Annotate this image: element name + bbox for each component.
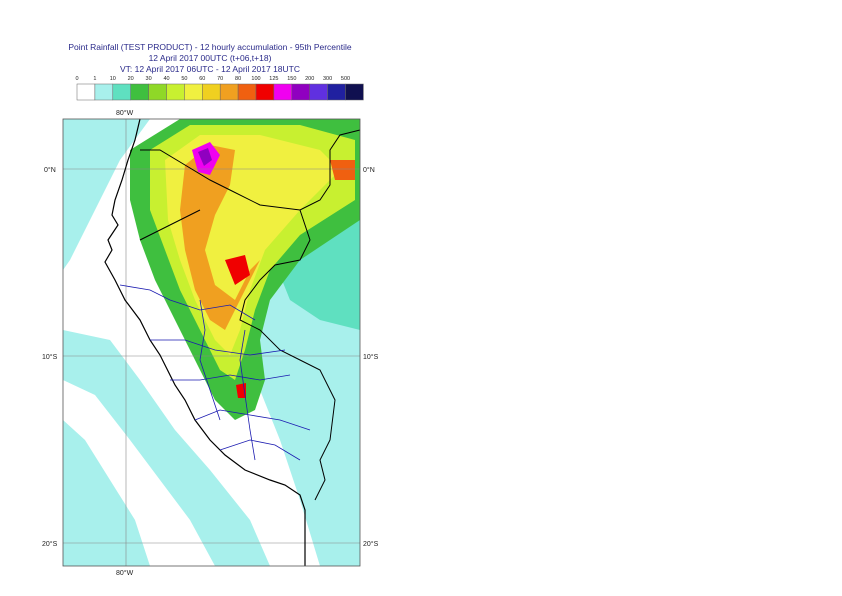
colorbar-swatch xyxy=(345,83,364,101)
colorbar-tick-label: 150 xyxy=(287,76,296,82)
coastline xyxy=(104,118,306,566)
chart-title: Point Rainfall (TEST PRODUCT) - 12 hourl… xyxy=(68,42,352,52)
valid-time-label: VT: 12 April 2017 06UTC - 12 April 2017 … xyxy=(119,64,300,74)
lat-label-10s-right: 10°S xyxy=(363,353,379,361)
graticule xyxy=(63,119,360,566)
country-borders xyxy=(139,129,361,501)
lat-label-10s-left: 10°S xyxy=(42,353,58,361)
colorbar-tick-label: 50 xyxy=(181,76,187,82)
rainfall-colorbar: 0 1 10 20 30 40 50 60 70 80 100 125 150 200 300 500 xyxy=(75,76,364,101)
colorbar-tick-label: 300 xyxy=(323,76,332,82)
colorbar-tick-label: 1 xyxy=(93,76,96,82)
rain-area-red xyxy=(330,160,355,180)
colorbar-tick-label: 0 xyxy=(75,76,78,82)
colorbar-tick-label: 200 xyxy=(305,76,314,82)
colorbar-tick-label: 60 xyxy=(199,76,205,82)
colorbar-tick-label: 30 xyxy=(146,76,152,82)
region-borders xyxy=(119,284,311,461)
lat-label-20s-right: 20°S xyxy=(363,540,379,548)
colorbar-tick-label: 70 xyxy=(217,76,223,82)
colorbar-tick-label: 500 xyxy=(341,76,350,82)
map-frame xyxy=(62,118,361,567)
rain-area-purple xyxy=(198,148,212,166)
lat-label-0-left: 0°N xyxy=(44,166,56,174)
colorbar-tick-label: 80 xyxy=(235,76,241,82)
rain-area-red xyxy=(225,255,250,285)
lat-label-0-right: 0°N xyxy=(363,166,375,174)
rain-area-orange xyxy=(180,145,260,330)
lon-label-80w-bottom: 80°W xyxy=(116,569,134,577)
rainfall-field xyxy=(63,119,360,566)
lat-label-20s-left: 20°S xyxy=(42,540,58,548)
colorbar-tick-label: 10 xyxy=(110,76,116,82)
colorbar-tick-label: 100 xyxy=(251,76,260,82)
colorbar-tick-label: 40 xyxy=(163,76,169,82)
colorbar-tick-label: 125 xyxy=(269,76,278,82)
ocean-rain-band xyxy=(63,119,150,270)
colorbar-tick-label: 20 xyxy=(128,76,134,82)
lon-label-80w-top: 80°W xyxy=(116,109,134,117)
run-time-label: 12 April 2017 00UTC (t+06,t+18) xyxy=(148,53,272,63)
ocean-rain-band xyxy=(63,420,150,566)
